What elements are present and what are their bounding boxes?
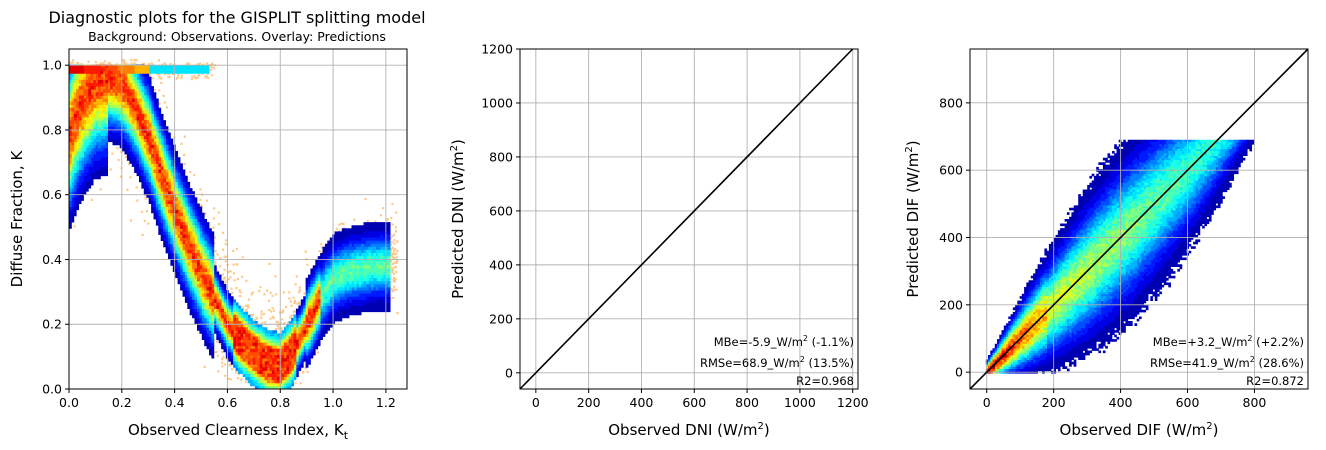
axes-frame bbox=[519, 48, 859, 390]
y-tick-label: 600 bbox=[939, 163, 963, 178]
y-tick-label: 0.8 bbox=[42, 122, 62, 137]
x-axis-label: Observed DNI (W/m2) bbox=[608, 421, 769, 439]
figure-subtitle: Background: Observations. Overlay: Predi… bbox=[88, 29, 386, 44]
axes-frame bbox=[969, 48, 1309, 390]
y-axis-label: Predicted DIF (W/m2) bbox=[904, 140, 922, 297]
x-axis-label: Observed DIF (W/m2) bbox=[1060, 421, 1219, 439]
predictions-overlay bbox=[69, 64, 391, 389]
panel-dni: 0 200 400 600 800 1000 1200 0 200 400 600 800 1000 1… bbox=[449, 42, 869, 440]
x-tick-label: 600 bbox=[682, 395, 706, 410]
density-cells bbox=[988, 139, 1221, 374]
y-tick-label: 200 bbox=[939, 297, 963, 312]
y-tick-labels: 0 200 400 600 800 1000 1200 bbox=[481, 42, 520, 380]
x-tick-label: 1000 bbox=[784, 395, 816, 410]
y-tick-label: 0 bbox=[955, 365, 963, 380]
x-tick-label: 0.8 bbox=[270, 395, 290, 410]
y-tick-label: 0.2 bbox=[42, 317, 62, 332]
density-cells bbox=[999, 259, 1093, 369]
x-axis-label: Observed Clearness Index, Kt bbox=[128, 421, 349, 442]
r2-label: R2=0.968 bbox=[796, 374, 854, 388]
density-cells bbox=[536, 63, 836, 369]
y-tick-label: 800 bbox=[939, 95, 963, 110]
y-tick-label: 800 bbox=[489, 149, 513, 164]
density-cells bbox=[985, 139, 1246, 374]
x-tick-labels: 0 200 400 600 800 1000 1200 bbox=[532, 389, 869, 410]
dif-density bbox=[985, 139, 1255, 374]
x-tick-label: 400 bbox=[630, 395, 654, 410]
y-axis-label: Predicted DNI (W/m2) bbox=[449, 139, 467, 299]
identity-line bbox=[969, 48, 1309, 390]
y-tick-label: 0 bbox=[505, 365, 513, 380]
figure-title: Diagnostic plots for the GISPLIT splitti… bbox=[48, 8, 425, 27]
x-tick-label: 200 bbox=[1042, 395, 1066, 410]
rmse-label: RMSe=41.9_W/m2 (28.6%) bbox=[1150, 355, 1304, 370]
x-tick-label: 200 bbox=[577, 395, 601, 410]
y-tick-label: 600 bbox=[489, 203, 513, 218]
y-tick-label: 200 bbox=[489, 311, 513, 326]
x-tick-labels: 0 200 400 600 800 bbox=[983, 389, 1267, 410]
y-tick-label: 0.6 bbox=[42, 187, 62, 202]
density-cells bbox=[985, 293, 1063, 372]
y-axis-label: Diffuse Fraction, K bbox=[8, 150, 26, 288]
density-cells bbox=[543, 65, 839, 374]
density-cells bbox=[69, 64, 321, 384]
panel-dif: 0 200 400 600 800 0 200 400 600 800 MBe=+3.2_W/m… bbox=[904, 48, 1309, 439]
x-tick-label: 600 bbox=[1176, 395, 1200, 410]
grid bbox=[970, 49, 1308, 389]
x-tick-label: 0 bbox=[532, 395, 540, 410]
grid bbox=[68, 49, 407, 390]
x-tick-label: 0.4 bbox=[165, 395, 185, 410]
mbe-label: MBe=-5.9_W/m2 (-1.1%) bbox=[714, 334, 854, 349]
y-tick-labels: 0 200 400 600 800 bbox=[939, 95, 970, 380]
x-tick-label: 400 bbox=[1109, 395, 1133, 410]
y-tick-label: 0.0 bbox=[42, 382, 62, 397]
density-cells bbox=[988, 352, 1007, 374]
y-tick-label: 1000 bbox=[481, 95, 513, 110]
x-tick-labels: 0.0 0.2 0.4 0.6 0.8 1.0 1.2 bbox=[59, 389, 396, 410]
x-tick-label: 0.0 bbox=[59, 395, 79, 410]
identity-line bbox=[519, 48, 854, 390]
panel-diffuse-fraction: 0.0 0.2 0.4 0.6 0.8 1.0 1.2 0.0 0.2 0.4 0.6 0.8 1.0… bbox=[8, 48, 408, 442]
r2-label: R2=0.872 bbox=[1246, 374, 1304, 388]
y-tick-label: 0.4 bbox=[42, 252, 62, 267]
x-tick-label: 1200 bbox=[837, 395, 869, 410]
y-tick-label: 400 bbox=[489, 257, 513, 272]
axes-frame bbox=[68, 48, 408, 390]
mbe-label: MBe=+3.2_W/m2 (+2.2%) bbox=[1153, 334, 1304, 349]
x-tick-label: 0.6 bbox=[217, 395, 237, 410]
density-cells bbox=[538, 103, 786, 371]
density-cells bbox=[538, 69, 838, 373]
x-tick-label: 1.0 bbox=[323, 395, 343, 410]
x-tick-label: 1.2 bbox=[376, 395, 396, 410]
x-tick-label: 800 bbox=[735, 395, 759, 410]
density-cells bbox=[536, 101, 786, 369]
x-tick-label: 0 bbox=[983, 395, 991, 410]
x-tick-label: 0.2 bbox=[112, 395, 132, 410]
density-cells bbox=[985, 139, 1232, 374]
rmse-label: RMSe=68.9_W/m2 (13.5%) bbox=[700, 355, 854, 370]
x-tick-label: 800 bbox=[1243, 395, 1267, 410]
y-tick-label: 400 bbox=[939, 230, 963, 245]
y-tick-label: 1.0 bbox=[42, 58, 62, 73]
density-cells bbox=[985, 139, 1255, 374]
y-tick-labels: 0.0 0.2 0.4 0.6 0.8 1.0 bbox=[42, 58, 69, 397]
y-tick-label: 1200 bbox=[481, 42, 513, 57]
